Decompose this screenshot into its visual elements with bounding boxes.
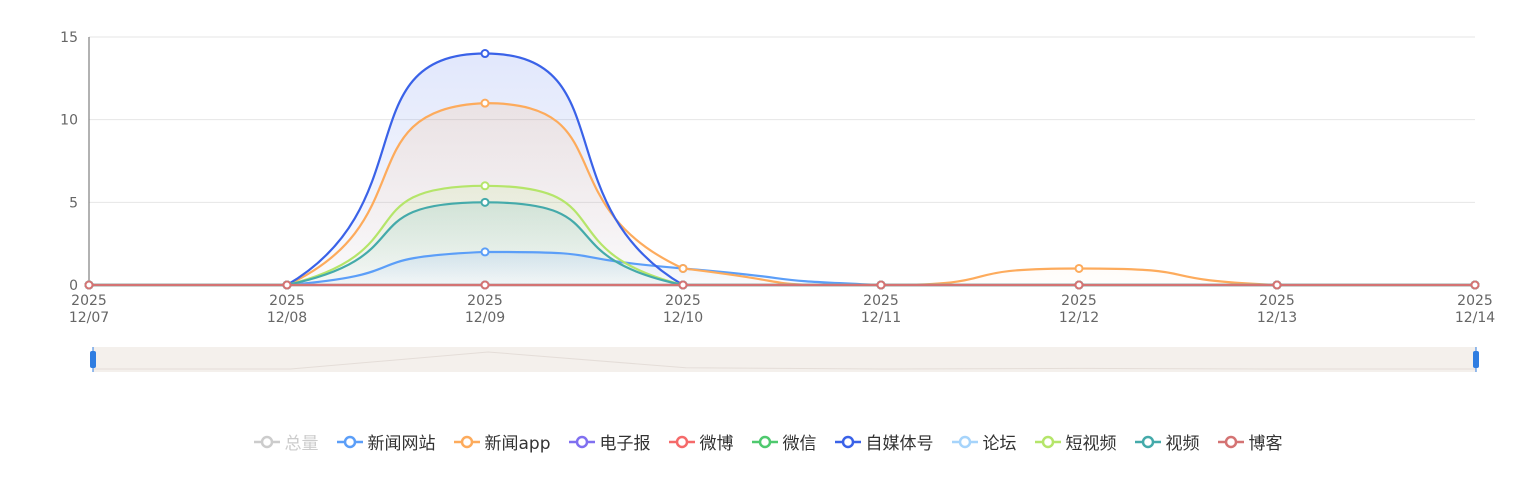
series-area (89, 251, 1475, 285)
data-point[interactable] (678, 280, 688, 290)
legend-item[interactable]: 总量 (253, 429, 319, 454)
x-tick-label-line: 2025 (71, 293, 107, 309)
x-tick-label: 2025 12/12 (1059, 293, 1099, 326)
y-tick-label: 15 (60, 30, 78, 46)
x-tick-label-line: 2025 (269, 293, 305, 309)
legend-label: 微信 (782, 434, 817, 454)
legend-label: 总量 (284, 434, 319, 454)
legend-item[interactable]: 新闻app (453, 429, 551, 454)
legend-item[interactable]: 视频 (1134, 429, 1200, 454)
x-tick-label-line: 12/10 (663, 310, 703, 326)
legend-item[interactable]: 论坛 (951, 429, 1017, 454)
legend-item[interactable]: 短视频 (1034, 429, 1117, 454)
data-point[interactable] (1074, 263, 1084, 273)
legend-label: 论坛 (982, 434, 1017, 454)
legend-label: 新闻app (484, 434, 551, 454)
data-point[interactable] (678, 263, 688, 273)
data-point[interactable] (480, 181, 490, 191)
series-line (89, 184, 1475, 287)
legend: 总量 新闻网站 新闻app 电子报 微博 微信 自媒体号 论坛 短视频 视频 博客 (0, 429, 1536, 454)
legend-marker-icon (751, 435, 778, 448)
datazoom-handle-left[interactable] (90, 351, 96, 368)
data-point[interactable] (282, 280, 292, 290)
legend-marker-icon (253, 435, 280, 448)
legend-marker-icon (1134, 435, 1161, 448)
x-tick-label-line: 2025 (863, 293, 899, 309)
series-area (89, 185, 1475, 285)
y-tick-label: 0 (69, 278, 78, 294)
x-tick-label-line: 12/14 (1455, 310, 1495, 326)
x-tick-label-line: 12/09 (465, 310, 505, 326)
legend-item[interactable]: 自媒体号 (834, 429, 934, 454)
y-tick-label: 5 (69, 195, 78, 211)
data-point[interactable] (876, 280, 886, 290)
legend-marker-icon (951, 435, 978, 448)
x-tick-label-line: 2025 (1259, 293, 1295, 309)
data-point[interactable] (480, 98, 490, 108)
legend-item[interactable]: 电子报 (568, 429, 651, 454)
x-tick-label-line: 12/08 (267, 310, 307, 326)
series-line (89, 201, 1475, 287)
legend-label: 短视频 (1065, 434, 1117, 454)
x-tick-label-line: 2025 (1061, 293, 1097, 309)
legend-item[interactable]: 新闻网站 (336, 429, 436, 454)
series-line (89, 102, 1475, 287)
data-point[interactable] (480, 49, 490, 59)
legend-label: 视频 (1165, 434, 1200, 454)
legend-marker-icon (834, 435, 861, 448)
data-point[interactable] (480, 247, 490, 257)
x-tick-label: 2025 12/10 (663, 293, 703, 326)
legend-label: 微博 (699, 434, 734, 454)
datazoom-track (93, 347, 1476, 372)
x-tick-label: 2025 12/13 (1257, 293, 1297, 326)
y-tick-label: 10 (60, 113, 78, 129)
legend-item[interactable]: 博客 (1217, 429, 1283, 454)
data-point[interactable] (480, 197, 490, 207)
legend-label: 自媒体号 (865, 434, 934, 454)
series-line (89, 52, 1475, 287)
data-point[interactable] (1272, 280, 1282, 290)
series-area (89, 202, 1475, 285)
legend-marker-icon (336, 435, 363, 448)
x-tick-label-line: 12/07 (69, 310, 109, 326)
legend-marker-icon (1034, 435, 1061, 448)
x-tick-label: 2025 12/09 (465, 293, 505, 326)
data-point[interactable] (1074, 280, 1084, 290)
legend-marker-icon (668, 435, 695, 448)
legend-label: 电子报 (599, 434, 651, 454)
x-tick-label: 2025 12/08 (267, 293, 307, 326)
legend-marker-icon (568, 435, 595, 448)
x-tick-label-line: 2025 (467, 293, 503, 309)
x-tick-label: 2025 12/07 (69, 293, 109, 326)
legend-item[interactable]: 微信 (751, 429, 817, 454)
legend-marker-icon (1217, 435, 1244, 448)
x-tick-label-line: 2025 (665, 293, 701, 309)
x-tick-label-line: 12/13 (1257, 310, 1297, 326)
legend-label: 博客 (1248, 434, 1283, 454)
data-point[interactable] (480, 280, 490, 290)
datazoom-handle-right[interactable] (1473, 351, 1479, 368)
legend-marker-icon (453, 435, 480, 448)
series-area (89, 53, 1475, 286)
x-tick-label: 2025 12/14 (1455, 293, 1495, 326)
x-tick-label-line: 2025 (1457, 293, 1493, 309)
x-tick-label: 2025 12/11 (861, 293, 901, 326)
x-tick-label-line: 12/12 (1059, 310, 1099, 326)
datazoom-shadow (93, 351, 1476, 370)
data-point[interactable] (84, 280, 94, 290)
series-area (89, 103, 1475, 285)
legend-item[interactable]: 微博 (668, 429, 734, 454)
legend-label: 新闻网站 (367, 434, 436, 454)
data-point[interactable] (1470, 280, 1480, 290)
x-tick-label-line: 12/11 (861, 310, 901, 326)
